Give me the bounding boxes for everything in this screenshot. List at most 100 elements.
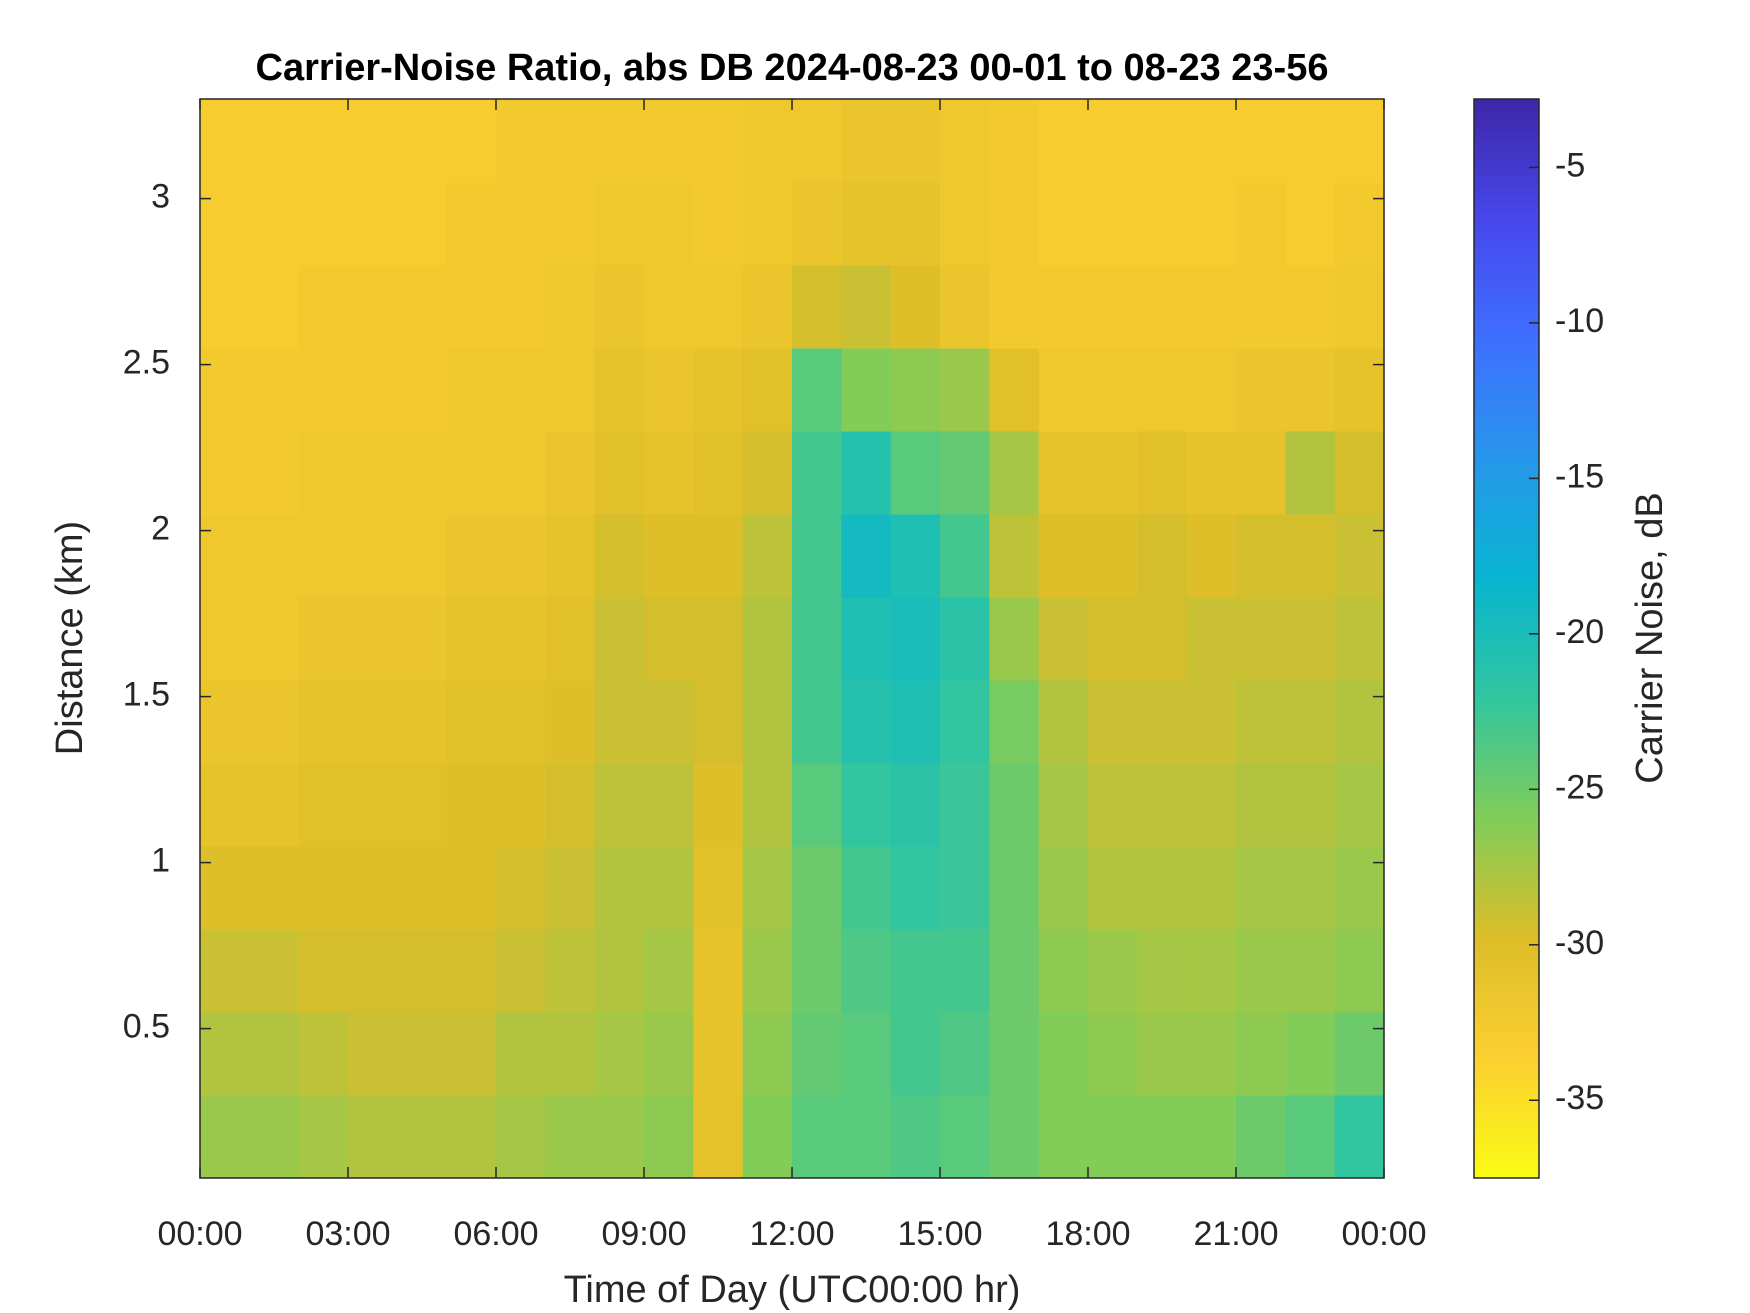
heatmap-cell <box>644 1095 694 1179</box>
heatmap-cell <box>446 597 497 681</box>
heatmap-cell <box>200 846 250 930</box>
heatmap-cell <box>1137 514 1188 598</box>
heatmap-cell <box>397 1095 448 1179</box>
heatmap-cell <box>1285 431 1336 515</box>
heatmap-cell <box>1236 431 1286 515</box>
heatmap-cell <box>545 99 596 183</box>
heatmap-cell <box>594 1012 645 1096</box>
heatmap-cell <box>742 514 793 598</box>
heatmap-cell <box>841 1012 892 1096</box>
heatmap-cell <box>1186 431 1237 515</box>
heatmap-cell <box>594 265 645 349</box>
heatmap-cell <box>1088 99 1138 183</box>
heatmap-cell <box>298 763 349 847</box>
heatmap-cell <box>249 431 300 515</box>
heatmap-cell <box>1038 846 1089 930</box>
heatmap-cell <box>1137 680 1188 764</box>
heatmap-cell <box>940 99 990 183</box>
colorbar-tick-label: -15 <box>1555 457 1604 495</box>
heatmap-cell <box>1334 680 1385 764</box>
heatmap-cell <box>1186 1012 1237 1096</box>
heatmap-cell <box>496 1012 546 1096</box>
heatmap-cell <box>693 431 744 515</box>
heatmap-cell <box>348 929 398 1013</box>
heatmap-cell <box>446 846 497 930</box>
heatmap-cell <box>1137 265 1188 349</box>
chart-title: Carrier-Noise Ratio, abs DB 2024-08-23 0… <box>256 47 1329 89</box>
heatmap-cell <box>841 431 892 515</box>
heatmap-cell <box>940 763 990 847</box>
heatmap-cell <box>841 1095 892 1179</box>
heatmap-cell <box>446 929 497 1013</box>
heatmap-cell <box>742 99 793 183</box>
heatmap-cell <box>298 348 349 432</box>
heatmap-cell <box>989 182 1040 266</box>
heatmap-cell <box>446 265 497 349</box>
heatmap-cell <box>1236 680 1286 764</box>
heatmap-cell <box>940 1095 990 1179</box>
heatmap-cell <box>1236 1012 1286 1096</box>
heatmap-cell <box>496 431 546 515</box>
heatmap-cell <box>397 265 448 349</box>
heatmap-cell <box>200 1095 250 1179</box>
heatmap-cell <box>1285 99 1336 183</box>
heatmap-cell <box>1285 763 1336 847</box>
heatmap-cell <box>890 763 941 847</box>
heatmap-cell <box>545 182 596 266</box>
heatmap-cell <box>249 265 300 349</box>
heatmap-cell <box>1186 763 1237 847</box>
heatmap-cell <box>298 99 349 183</box>
heatmap-cell <box>1038 597 1089 681</box>
heatmap-cell <box>890 680 941 764</box>
heatmap-cell <box>545 514 596 598</box>
heatmap-cell <box>841 597 892 681</box>
y-tick-label: 1 <box>151 842 170 880</box>
x-tick-label: 18:00 <box>1045 1215 1130 1253</box>
heatmap-cell <box>446 514 497 598</box>
heatmap-cell <box>1236 99 1286 183</box>
heatmap-cell <box>1088 763 1138 847</box>
heatmap-cell <box>594 431 645 515</box>
heatmap-cell <box>298 929 349 1013</box>
heatmap-cell <box>792 431 842 515</box>
heatmap-cell <box>940 514 990 598</box>
heatmap-cell <box>742 1012 793 1096</box>
heatmap-cell <box>594 597 645 681</box>
heatmap-cell <box>348 846 398 930</box>
heatmap-cell <box>792 514 842 598</box>
heatmap-cell <box>200 597 250 681</box>
heatmap-cell <box>496 348 546 432</box>
heatmap-cell <box>200 929 250 1013</box>
heatmap-cell <box>348 348 398 432</box>
heatmap-cell <box>1088 348 1138 432</box>
heatmap-cell <box>298 514 349 598</box>
heatmap-cell <box>594 99 645 183</box>
heatmap-cell <box>890 348 941 432</box>
heatmap-cell <box>446 182 497 266</box>
heatmap-cell <box>200 514 250 598</box>
heatmap-cell <box>890 597 941 681</box>
heatmap-cell <box>841 182 892 266</box>
x-tick-label: 21:00 <box>1193 1215 1278 1253</box>
heatmap-cell <box>1186 929 1237 1013</box>
heatmap-cell <box>940 680 990 764</box>
heatmap-cell <box>1038 99 1089 183</box>
heatmap-cell <box>1038 1012 1089 1096</box>
heatmap-cell <box>348 99 398 183</box>
heatmap-cell <box>545 265 596 349</box>
heatmap-cell <box>249 1012 300 1096</box>
heatmap-cell <box>792 597 842 681</box>
heatmap-cell <box>742 265 793 349</box>
heatmap-cell <box>397 846 448 930</box>
heatmap-cell <box>693 348 744 432</box>
heatmap <box>200 99 1385 1179</box>
heatmap-cell <box>1285 182 1336 266</box>
heatmap-cell <box>742 182 793 266</box>
heatmap-cell <box>1137 431 1188 515</box>
heatmap-cell <box>446 763 497 847</box>
heatmap-cell <box>348 514 398 598</box>
heatmap-cell <box>742 929 793 1013</box>
heatmap-cell <box>397 597 448 681</box>
heatmap-cell <box>644 99 694 183</box>
heatmap-cell <box>348 1095 398 1179</box>
